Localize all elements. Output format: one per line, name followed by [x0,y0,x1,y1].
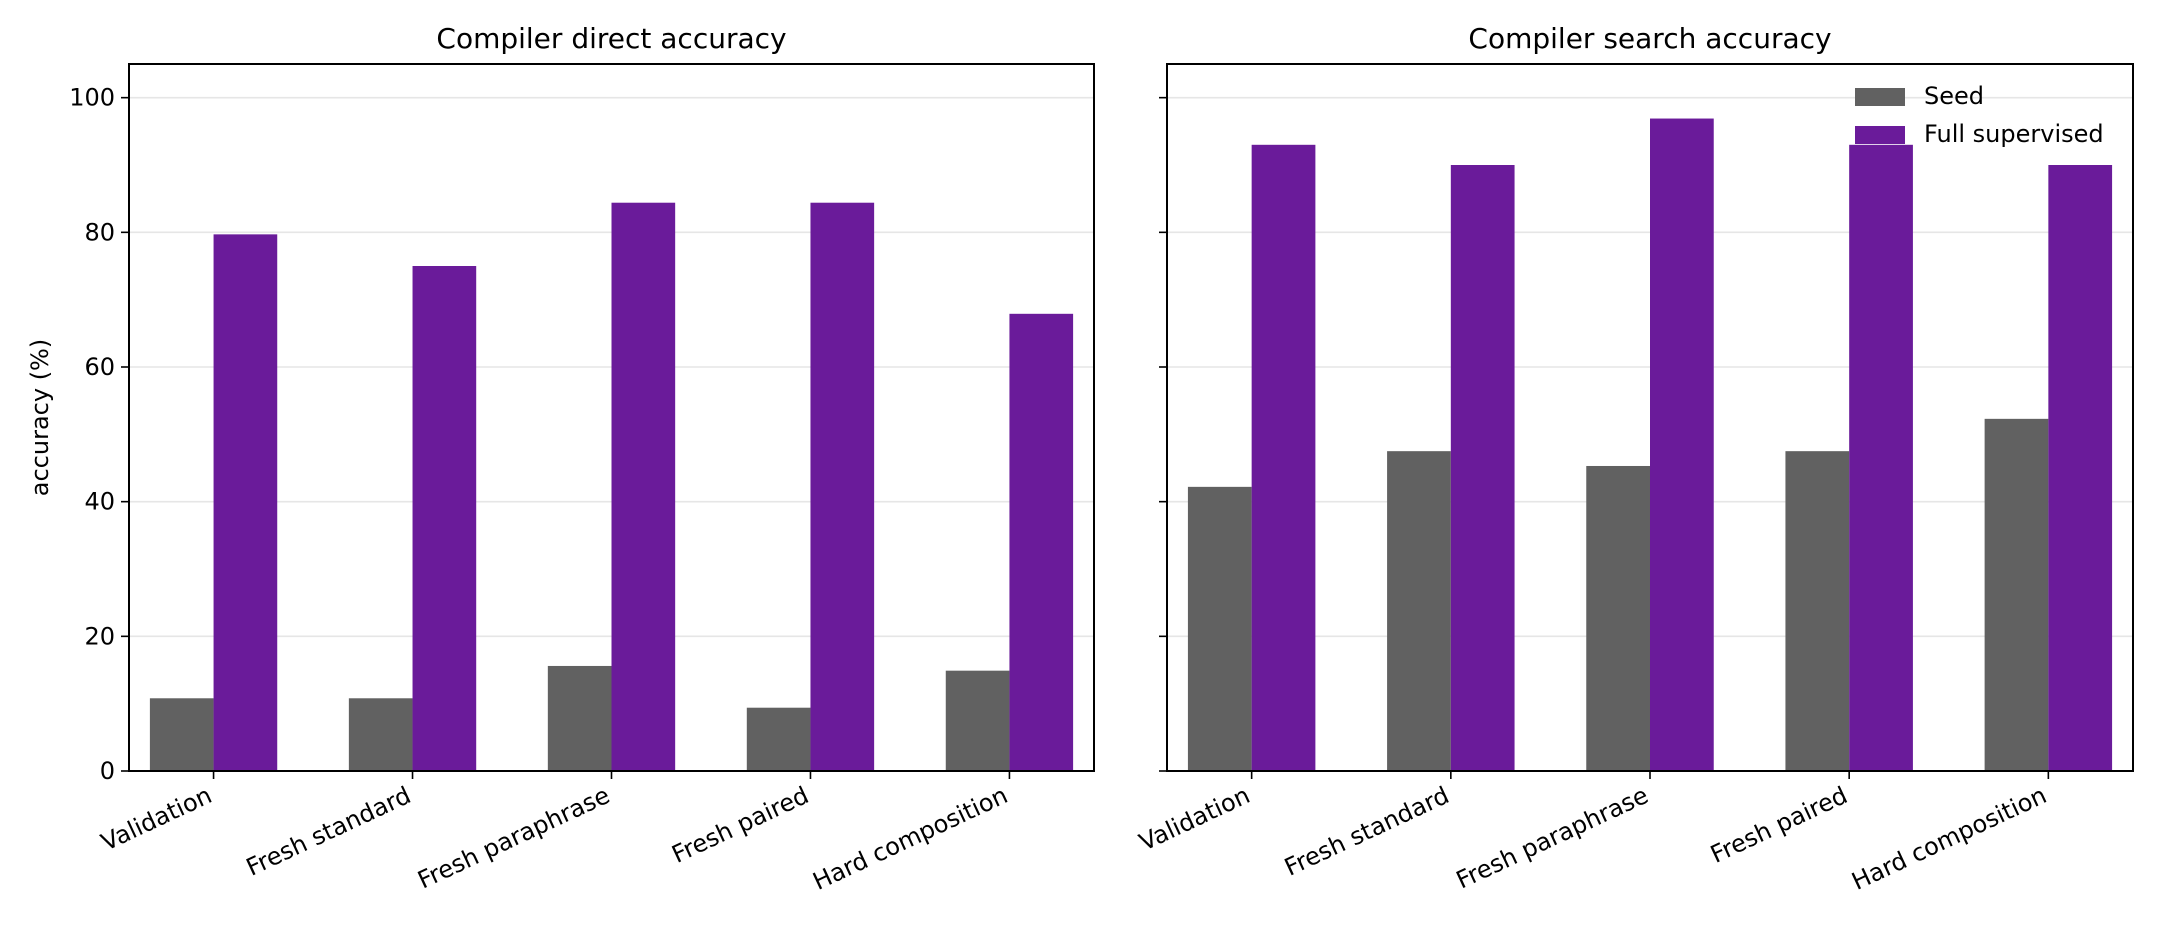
bar-seed [1187,486,1252,771]
x-tick-label: Fresh paraphrase [1452,781,1653,894]
bar-full-supervised [1009,313,1074,771]
bar-seed [348,698,413,771]
bar-full-supervised [1450,165,1515,771]
y-tick-label: 40 [84,488,115,516]
bar-full-supervised [611,202,676,771]
bar-seed [1586,465,1650,771]
bar-seed [1387,451,1451,771]
bar-seed [746,707,811,771]
x-tick-label: Fresh standard [1280,781,1453,882]
x-tick-label: Validation [97,781,216,856]
x-tick-label: Fresh standard [242,781,415,882]
y-tick-label: 20 [84,622,115,650]
chart-title: Compiler direct accuracy [436,22,786,55]
x-tick-label: Hard composition [1847,781,2050,896]
bar-full-supervised [1251,144,1316,772]
legend: Seed Full supervised [1855,82,2104,148]
legend-swatch [1855,126,1905,144]
bar-full-supervised [213,234,278,771]
legend-swatch [1855,88,1905,106]
bar-full-supervised [412,266,477,771]
y-tick-label: 0 [100,757,115,785]
bar-full-supervised [1650,118,1714,772]
bar-full-supervised [1849,144,1913,772]
bar-seed [149,698,214,771]
bar-seed [1785,451,1850,771]
x-tick-label: Fresh paired [668,781,813,869]
x-tick-label: Validation [1135,781,1254,856]
x-tick-label: Fresh paired [1706,781,1851,869]
bar-seed [1984,418,2049,771]
x-tick-label: Hard composition [809,781,1012,896]
y-tick-label: 100 [69,84,115,112]
bar-full-supervised [810,202,875,771]
y-tick-label: 60 [84,353,115,381]
legend-label: Full supervised [1924,120,2104,148]
legend-label: Seed [1924,82,1984,110]
bar-seed [547,665,612,771]
y-axis-label: accuracy (%) [26,339,54,496]
chart-title: Compiler search accuracy [1468,22,1831,55]
bar-full-supervised [2048,165,2113,771]
y-tick-label: 80 [84,218,115,246]
bar-seed [945,670,1010,771]
x-tick-label: Fresh paraphrase [413,781,614,894]
